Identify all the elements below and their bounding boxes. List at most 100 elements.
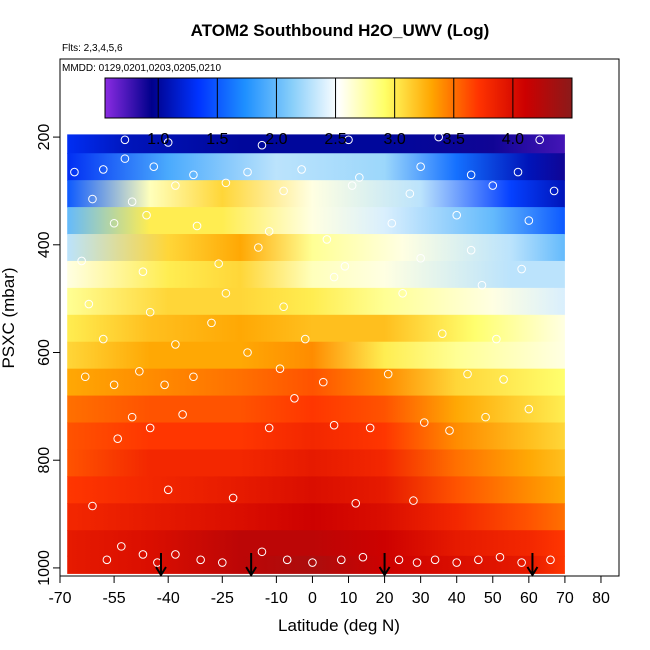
sample-marker	[474, 555, 483, 565]
sample-marker	[77, 256, 86, 266]
sample-marker	[387, 218, 397, 228]
heatmap-layer	[67, 503, 565, 531]
sample-marker	[282, 555, 292, 565]
y-axis-label: PSXC (mbar)	[0, 267, 18, 368]
x-tick-label: 30	[412, 590, 430, 607]
sample-marker	[171, 181, 180, 190]
x-tick-label: -70	[48, 590, 71, 607]
sample-marker	[163, 138, 173, 147]
sample-marker	[434, 132, 443, 142]
sample-marker	[466, 245, 476, 255]
sample-marker	[488, 181, 498, 190]
x-tick-label: 40	[448, 590, 466, 607]
sample-marker	[499, 375, 508, 384]
sample-marker	[329, 272, 339, 282]
sample-marker	[102, 555, 112, 565]
y-tick-label: 400	[36, 231, 53, 258]
sample-marker	[383, 369, 393, 379]
sample-marker	[171, 550, 180, 559]
colorbar	[105, 78, 572, 118]
sample-marker	[492, 334, 501, 344]
sample-marker	[142, 210, 151, 220]
sample-marker	[416, 162, 425, 172]
sample-marker	[221, 178, 231, 188]
sample-marker	[70, 167, 79, 177]
x-tick-label: 60	[520, 590, 538, 607]
sample-marker	[196, 555, 205, 565]
flight-arrow	[245, 553, 257, 577]
heatmap-layer	[67, 341, 565, 370]
sample-marker	[290, 393, 299, 403]
sample-marker	[135, 367, 144, 376]
colorbar-frame	[104, 77, 573, 119]
sample-marker	[477, 280, 487, 290]
sample-marker	[340, 262, 350, 271]
colorbar-tick-label: 2.0	[265, 131, 287, 148]
sample-marker	[495, 552, 505, 562]
heatmap-layer	[67, 207, 565, 235]
flights-subtitle: Flts: 2,3,4,5,6	[62, 43, 123, 54]
x-tick-label: -40	[157, 590, 180, 607]
sample-marker	[80, 372, 90, 382]
heatmap-layer	[67, 314, 565, 343]
sample-marker	[257, 547, 267, 557]
sample-marker	[171, 340, 180, 349]
sample-marker	[88, 194, 97, 204]
sample-marker	[221, 288, 231, 298]
sample-marker	[358, 552, 368, 562]
colorbar-tick-lines	[157, 78, 514, 118]
sample-marker	[405, 189, 415, 198]
sample-marker	[214, 259, 223, 268]
sample-marker	[163, 485, 173, 495]
sample-marker	[416, 253, 425, 263]
sample-marker	[98, 334, 108, 344]
x-axis: -70 -55 -40 -25 -10 0 10 20 30 40 50 60 70 80	[48, 576, 610, 607]
sample-marker	[257, 140, 267, 150]
sample-marker	[117, 542, 126, 551]
flight-arrows	[155, 553, 539, 577]
sample-marker	[445, 426, 454, 435]
flight-arrow	[378, 553, 391, 577]
x-tick-label: 20	[376, 590, 394, 607]
x-tick-label: 50	[484, 590, 502, 607]
sample-marker	[318, 377, 328, 387]
colorbar-tick-label: 2.5	[324, 131, 346, 148]
sample-marker	[546, 555, 555, 565]
plot-frame	[59, 58, 620, 577]
sample-marker	[355, 173, 364, 182]
sample-marker	[452, 558, 462, 567]
y-tick-label: 600	[36, 339, 53, 366]
sample-marker	[481, 412, 490, 422]
sample-marker	[120, 154, 130, 163]
y-tick-label: 1000	[36, 550, 53, 586]
sample-marker	[297, 165, 306, 174]
heatmap-layer	[67, 422, 565, 451]
sample-marker	[120, 135, 130, 145]
sample-marker	[149, 162, 159, 172]
sample-marker	[138, 550, 148, 559]
sample-marker	[189, 372, 198, 382]
x-tick-label: -25	[211, 590, 234, 607]
sample-marker	[524, 404, 534, 414]
sample-marker	[228, 493, 238, 503]
heatmap-layers	[67, 134, 565, 574]
sample-marker	[109, 380, 119, 390]
sample-marker	[337, 555, 346, 565]
sample-marker	[466, 170, 476, 180]
chart-title: ATOM2 Southbound H2O_UWV (Log)	[191, 21, 490, 40]
sample-marker	[279, 186, 288, 196]
sample-marker	[207, 318, 216, 328]
sample-marker	[419, 418, 429, 427]
heatmap-layer	[67, 449, 565, 477]
sample-marker	[109, 218, 119, 228]
sample-marker	[217, 558, 227, 567]
heatmap-layer	[67, 260, 565, 289]
heatmap-layer	[67, 287, 565, 316]
sample-marker	[88, 501, 97, 511]
sample-marker	[300, 334, 310, 344]
sample-marker	[84, 299, 94, 309]
sample-marker	[189, 170, 198, 180]
sample-marker	[513, 167, 523, 177]
colorbar-tick-label: 1.0	[147, 131, 169, 148]
